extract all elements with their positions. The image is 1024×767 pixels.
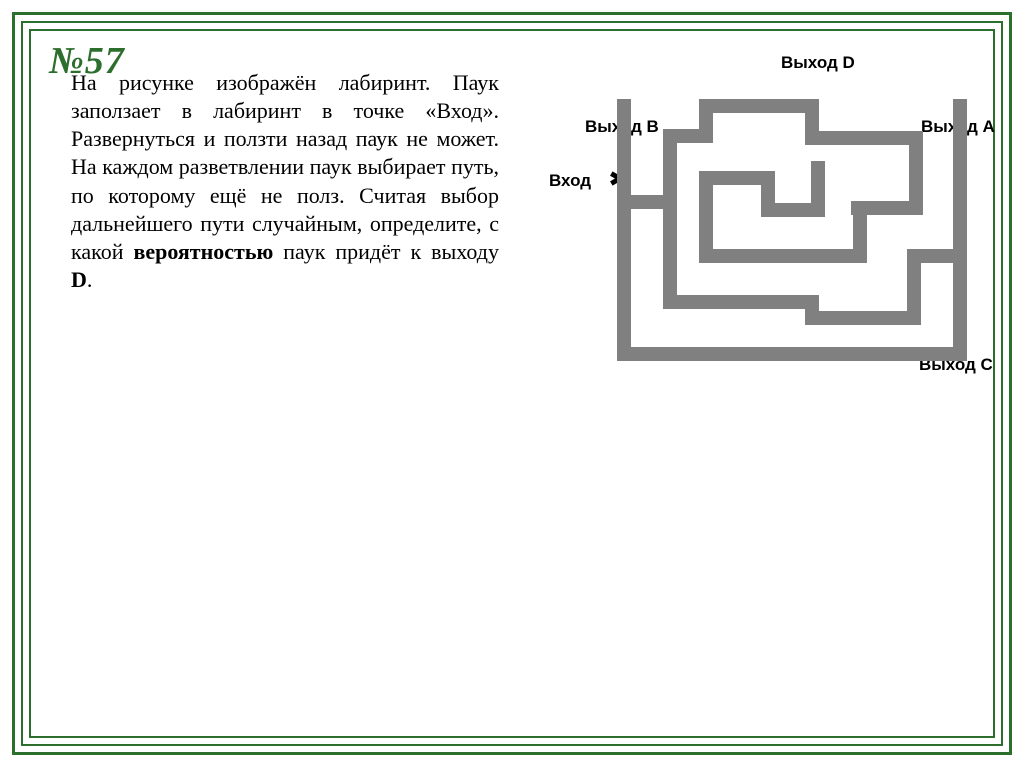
slide-content: №57 На рисунке изображён лабиринт. Паук …: [49, 39, 975, 718]
frame-inner: №57 На рисунке изображён лабиринт. Паук …: [29, 29, 995, 738]
maze-figure: Выход D Выход B Выход A Вход Выход C ✱: [549, 53, 999, 393]
frame-outer: №57 На рисунке изображён лабиринт. Паук …: [12, 12, 1012, 755]
maze-walls: [549, 53, 999, 393]
frame-middle: №57 На рисунке изображён лабиринт. Паук …: [21, 21, 1003, 746]
problem-text: На рисунке изображён лабиринт. Паук запо…: [71, 69, 499, 294]
